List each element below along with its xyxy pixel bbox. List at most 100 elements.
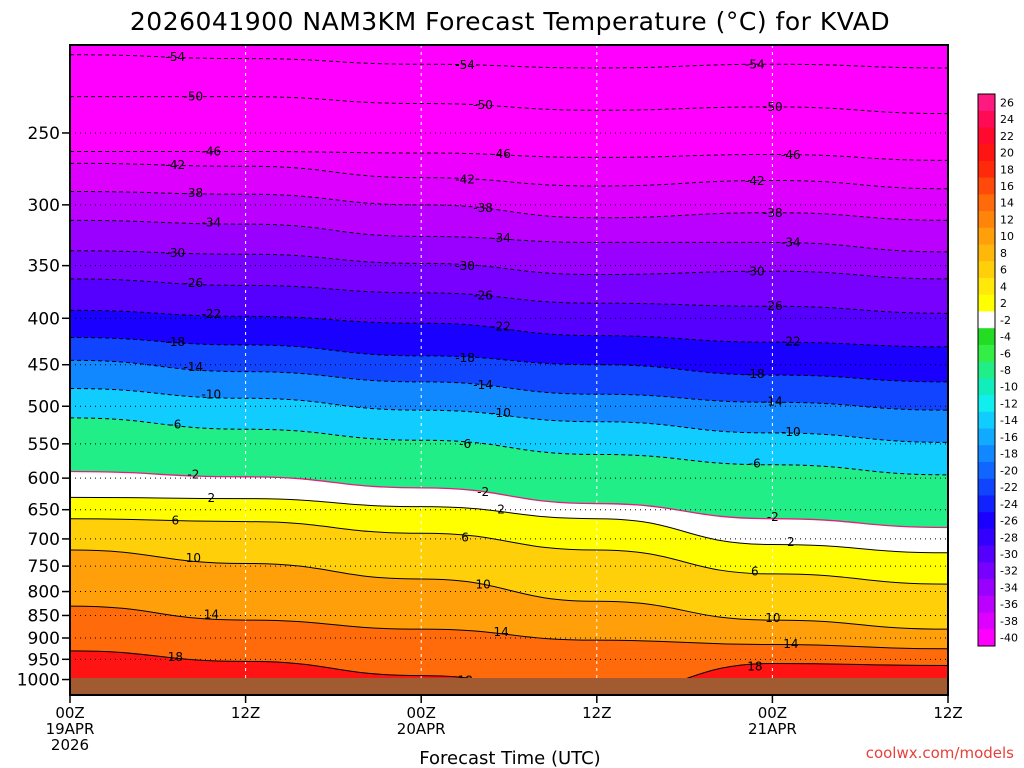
x-tick-label-2-1: 00Z	[407, 704, 436, 722]
x-tick-label-0-2: 19APR	[46, 720, 95, 738]
isotherm-label--50-1: -50	[473, 98, 493, 112]
colorbar-label--28: -28	[1000, 531, 1018, 544]
colorbar-swatch-4	[978, 278, 995, 296]
colorbar-swatch--28	[978, 528, 995, 547]
colorbar-label--8: -8	[1000, 364, 1011, 377]
colorbar-label-2: 2	[1000, 297, 1007, 310]
colorbar-label--14: -14	[1000, 414, 1018, 427]
isotherm--2	[70, 470, 948, 529]
colorbar-label--4: -4	[1000, 331, 1011, 344]
isotherm--18	[70, 337, 948, 383]
colorbar-swatch-6	[978, 261, 995, 279]
isotherm-label--18-0: -18	[166, 335, 186, 349]
colorbar-swatch-16	[978, 177, 995, 195]
isotherm--14	[70, 359, 948, 411]
isotherm-label--46-1: -46	[491, 147, 511, 161]
colorbar-label--32: -32	[1000, 565, 1018, 578]
y-tick-label-550: 550	[28, 435, 60, 455]
colorbar-label--18: -18	[1000, 448, 1018, 461]
ground-terrain	[70, 678, 948, 695]
isotherm-label-18-2: 18	[747, 660, 762, 674]
colorbar-swatch--2	[978, 311, 995, 329]
colorbar-swatch-22	[978, 127, 995, 145]
isotherm-label--14-2: -14	[763, 394, 783, 408]
isotherm-14	[70, 605, 948, 650]
y-tick-label-300: 300	[28, 196, 60, 216]
isotherm-label--42-1: -42	[455, 173, 475, 187]
isotherm-label--14-1: -14	[473, 378, 493, 392]
colorbar-label-26: 26	[1000, 96, 1014, 109]
colorbar-swatch--24	[978, 495, 995, 513]
isotherm-label-10-1: 10	[475, 578, 490, 592]
isotherm-label--54-0: -54	[166, 50, 186, 64]
colorbar-label-4: 4	[1000, 280, 1007, 293]
isotherm-label--30-0: -30	[166, 246, 186, 260]
isotherm--34	[70, 219, 948, 253]
isotherm-label--46-0: -46	[202, 144, 222, 158]
isotherm--42	[70, 162, 948, 190]
colorbar-swatch-26	[978, 94, 995, 112]
colorbar-swatch--6	[978, 344, 995, 363]
x-tick-label-0-1: 00Z	[55, 704, 84, 722]
colorbar-swatch--40	[978, 629, 995, 647]
isotherm-label-14-2: 14	[783, 637, 798, 651]
isotherm-label--18-2: -18	[745, 367, 765, 381]
isotherm--26	[70, 278, 948, 314]
isotherm-label--34-1: -34	[491, 231, 511, 245]
colorbar-swatch-24	[978, 110, 995, 128]
colorbar-swatch--16	[978, 428, 995, 446]
colorbar-label--36: -36	[1000, 598, 1018, 611]
y-tick-label-400: 400	[28, 309, 60, 329]
x-axis-label: Forecast Time (UTC)	[419, 748, 600, 768]
isotherm-label--10-1: -10	[491, 406, 511, 420]
isotherm-label--6-2: -6	[749, 457, 761, 471]
colorbar-swatch--12	[978, 395, 995, 413]
y-tick-label-750: 750	[28, 557, 60, 577]
colorbar-label--40: -40	[1000, 632, 1018, 645]
x-tick-label-5-1: 12Z	[933, 704, 962, 722]
colorbar-frame	[977, 93, 996, 647]
isotherm--10	[70, 388, 948, 443]
colorbar-label--6: -6	[1000, 347, 1011, 360]
credit-text: coolwx.com/models	[866, 744, 1014, 762]
x-tick-label-0-3: 2026	[51, 736, 89, 754]
x-tick-label-4-1: 00Z	[758, 704, 787, 722]
isotherm-label--10-0: -10	[202, 387, 222, 401]
isotherm-label--26-1: -26	[473, 288, 493, 302]
colorbar-swatch-2	[978, 294, 995, 312]
colorbar-label--2: -2	[1000, 314, 1011, 327]
isotherm-label--30-1: -30	[455, 259, 475, 273]
colorbar-label--38: -38	[1000, 615, 1018, 628]
colorbar-swatch--30	[978, 545, 995, 563]
y-tick-label-700: 700	[28, 530, 60, 550]
isotherm-label-18-0: 18	[168, 650, 183, 664]
colorbar-swatch-20	[978, 144, 995, 162]
colorbar-label-16: 16	[1000, 180, 1014, 193]
isotherm-label--54-2: -54	[745, 58, 765, 72]
colorbar-label-24: 24	[1000, 113, 1014, 126]
isotherm-label--54-1: -54	[455, 58, 475, 72]
colorbar-label-6: 6	[1000, 264, 1007, 277]
y-tick-label-250: 250	[28, 124, 60, 144]
y-tick-label-350: 350	[28, 257, 60, 277]
x-tick-label-2-2: 20APR	[397, 720, 446, 738]
isotherm-10	[70, 549, 948, 630]
isotherm-label--22-1: -22	[491, 319, 511, 333]
isotherm-2	[70, 496, 948, 554]
isotherm-label-10-0: 10	[186, 551, 201, 565]
colorbar-swatch-12	[978, 211, 995, 229]
isotherm-6	[70, 518, 948, 585]
isotherm-label--30-2: -30	[745, 265, 765, 279]
colorbar-swatch--32	[978, 562, 995, 580]
isotherm-label-2-0: 2	[208, 491, 216, 505]
colorbar-swatch--20	[978, 462, 995, 480]
colorbar-swatch--4	[978, 328, 995, 346]
isotherm-label-6-0: 6	[172, 513, 180, 527]
isotherm-label--42-0: -42	[166, 158, 186, 172]
colorbar-swatch--14	[978, 411, 995, 430]
colorbar-label--16: -16	[1000, 431, 1018, 444]
y-tick-label-900: 900	[28, 629, 60, 649]
x-tick-label-3-1: 12Z	[582, 704, 611, 722]
colorbar-swatch--38	[978, 612, 995, 630]
colorbar-swatch--26	[978, 512, 995, 530]
